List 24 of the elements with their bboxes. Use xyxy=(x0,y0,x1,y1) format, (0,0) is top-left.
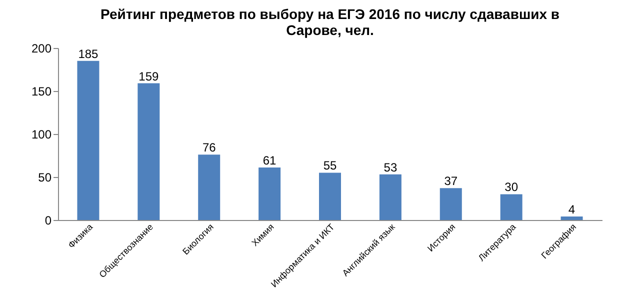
bar xyxy=(500,194,522,220)
data-label: 30 xyxy=(504,180,518,194)
bar xyxy=(138,83,160,220)
bar xyxy=(258,168,281,220)
bar xyxy=(198,154,220,220)
data-label: 4 xyxy=(568,202,576,217)
data-label: 61 xyxy=(262,154,277,168)
data-label: 185 xyxy=(78,46,99,61)
chart-title: Рейтинг предметов по выбору на ЕГЭ 2016 по числу сдававших в Сарове, чел. xyxy=(100,6,560,38)
y-tick-label: 50 xyxy=(38,170,52,184)
bar xyxy=(319,172,341,220)
y-tick-label: 100 xyxy=(31,128,52,142)
data-label: 76 xyxy=(202,140,216,155)
bar xyxy=(77,60,100,220)
data-label: 55 xyxy=(323,158,337,173)
bar xyxy=(379,174,402,220)
data-label: 37 xyxy=(444,174,458,188)
y-tick-label: 150 xyxy=(31,84,52,98)
y-tick-label: 200 xyxy=(31,42,52,56)
bar xyxy=(440,188,462,220)
bar xyxy=(560,216,583,220)
data-label: 159 xyxy=(138,69,159,84)
y-tick-label: 0 xyxy=(44,214,52,228)
data-label: 53 xyxy=(384,160,398,174)
